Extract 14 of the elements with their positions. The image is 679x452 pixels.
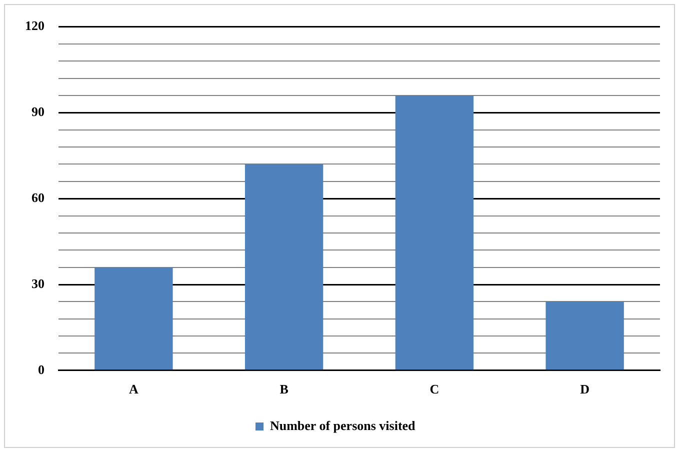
bar [546, 302, 624, 370]
bar [94, 267, 173, 370]
legend-label: Number of persons visited [270, 418, 416, 433]
bar [244, 164, 324, 370]
y-tick-label: 0 [38, 362, 44, 377]
y-tick-label: 120 [25, 18, 44, 34]
x-tick-label: D [580, 382, 590, 397]
y-tick-label: 60 [32, 190, 44, 205]
y-tick-label: 90 [32, 104, 44, 120]
y-tick-label: 30 [32, 276, 44, 291]
x-tick-label: B [280, 382, 289, 397]
bar [395, 96, 474, 370]
x-tick-label: A [128, 382, 139, 397]
x-tick-label: C [430, 382, 440, 397]
